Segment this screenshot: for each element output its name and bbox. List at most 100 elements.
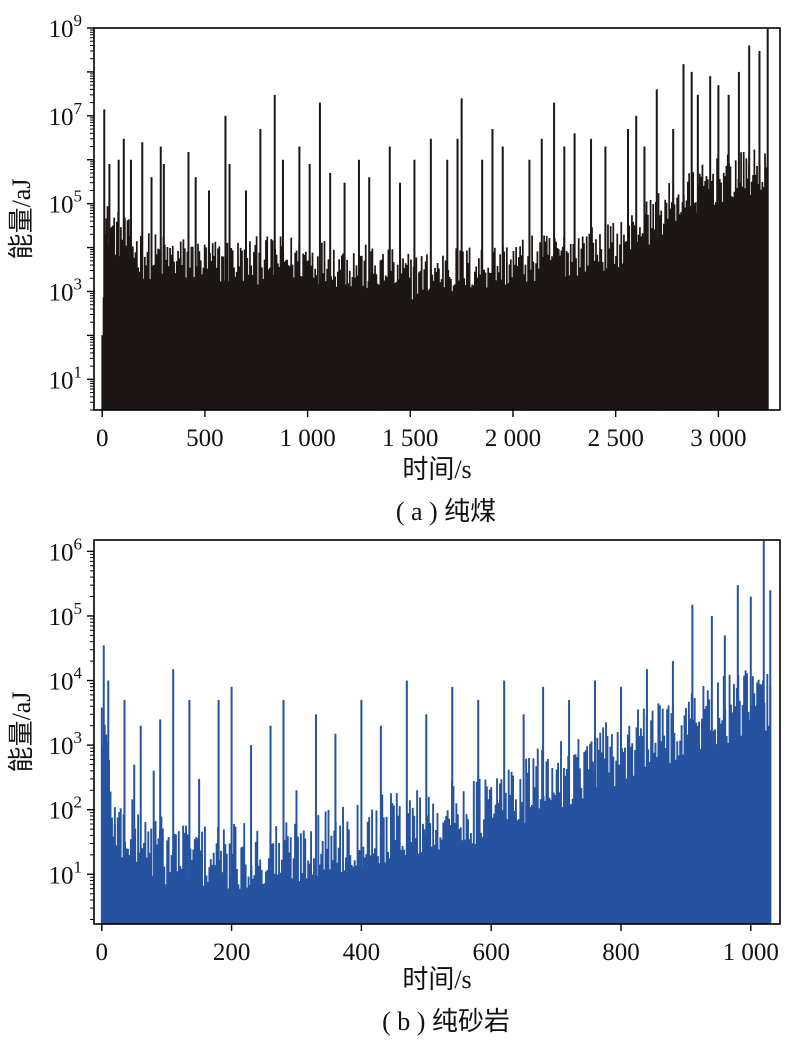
bar — [668, 183, 671, 410]
bar — [404, 854, 407, 924]
bar — [516, 265, 519, 410]
bar — [298, 881, 301, 924]
bar — [255, 236, 258, 410]
bar — [193, 839, 196, 924]
bar — [440, 839, 443, 924]
bar — [648, 761, 651, 924]
bar — [710, 180, 713, 410]
bar — [600, 249, 603, 410]
bar — [647, 749, 650, 924]
bar — [397, 815, 400, 924]
bar — [458, 280, 460, 410]
bar — [128, 854, 131, 924]
bar — [496, 778, 499, 924]
bar — [434, 267, 436, 410]
bar — [185, 277, 187, 410]
bar — [336, 271, 339, 410]
bar — [593, 260, 596, 410]
bar — [670, 202, 673, 410]
bar — [348, 270, 351, 410]
bar — [741, 705, 744, 924]
bar-peak — [691, 604, 694, 924]
bar — [346, 821, 349, 924]
bar-peak — [645, 669, 648, 924]
bar — [315, 275, 318, 410]
bar — [652, 204, 655, 410]
bar — [717, 682, 719, 924]
bar — [673, 732, 676, 924]
bar — [549, 799, 552, 924]
bar — [324, 281, 327, 410]
bar — [439, 837, 442, 924]
bar — [538, 808, 541, 924]
bar — [705, 176, 708, 410]
bar — [375, 274, 378, 410]
bar — [310, 831, 312, 924]
bar — [459, 250, 462, 410]
bar — [765, 167, 768, 410]
bar — [629, 746, 632, 924]
bar — [369, 855, 372, 924]
bar-peak — [604, 146, 607, 410]
bar — [340, 871, 343, 924]
bar — [427, 796, 430, 924]
bar-peak — [244, 190, 247, 410]
bar — [320, 242, 323, 410]
bar — [100, 707, 103, 924]
chart-panel-b: 0 200 400 600 800 1 000 101 102 103 104 105 106 时间… — [7, 534, 781, 1036]
bar — [624, 747, 626, 924]
bar-peak — [682, 64, 685, 411]
bar-peak — [762, 541, 765, 924]
bar — [730, 196, 733, 410]
bar — [702, 186, 705, 410]
bar — [146, 251, 149, 410]
bar — [395, 281, 398, 410]
bar — [371, 248, 374, 410]
bar — [764, 153, 766, 410]
bar — [545, 761, 548, 924]
bar — [411, 807, 414, 924]
bar — [201, 831, 204, 924]
bar — [574, 754, 577, 924]
bar — [446, 810, 449, 924]
bar — [196, 838, 199, 924]
bar — [193, 276, 195, 410]
bar — [423, 269, 426, 410]
bar-peak — [360, 699, 363, 924]
bar — [683, 715, 686, 924]
bar — [516, 820, 519, 924]
bar-peak — [198, 778, 201, 924]
bar — [176, 871, 179, 924]
caption-a: ( a ) 纯煤 — [396, 497, 496, 526]
bar — [512, 775, 514, 924]
bar — [744, 188, 746, 410]
bar — [291, 878, 294, 924]
bar — [253, 875, 256, 924]
bar — [639, 227, 641, 410]
bar — [206, 882, 209, 924]
bar — [109, 791, 112, 924]
bar — [406, 265, 408, 410]
bar — [179, 241, 182, 410]
bar — [565, 251, 568, 410]
bar-peak — [696, 94, 699, 411]
bar — [745, 158, 748, 410]
bar — [487, 267, 490, 410]
bar — [536, 748, 539, 924]
bar — [637, 234, 640, 410]
x-tick-label: 3 000 — [690, 425, 746, 452]
bar — [197, 243, 199, 410]
bar — [573, 754, 576, 924]
bar — [400, 849, 403, 924]
bar — [179, 866, 182, 924]
bar — [346, 259, 348, 410]
bar-peak — [281, 159, 284, 410]
bar-peak — [379, 725, 382, 924]
bar — [169, 872, 172, 924]
bar — [250, 265, 253, 410]
bar — [404, 263, 407, 410]
bar — [231, 250, 234, 410]
bar — [199, 850, 202, 924]
bar — [539, 242, 541, 410]
bar — [612, 223, 615, 410]
